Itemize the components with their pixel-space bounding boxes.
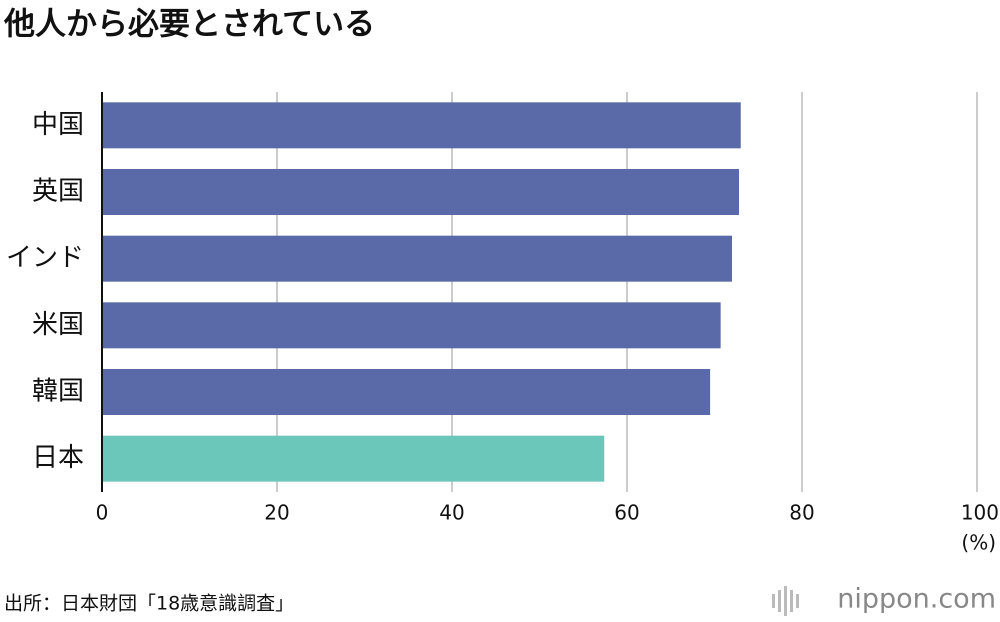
y-tick-label: インド <box>6 243 84 273</box>
y-tick-label: 韓国 <box>32 377 84 407</box>
logo-bar <box>772 594 775 608</box>
bar <box>102 369 711 415</box>
y-tick-label: 中国 <box>32 110 84 140</box>
bar <box>102 235 732 282</box>
y-tick-label: 米国 <box>32 310 84 340</box>
x-axis-unit: (%) <box>961 531 996 555</box>
bar <box>102 302 721 349</box>
x-tick-label: 20 <box>264 501 289 525</box>
logo-bar <box>778 590 781 612</box>
source: 出所：日本財団「18歳意識調査」 <box>4 593 294 615</box>
logo-bar <box>796 594 799 608</box>
bar <box>102 102 741 149</box>
logo-mark <box>772 586 799 616</box>
bar <box>102 435 605 482</box>
x-tick-label: 80 <box>789 501 814 525</box>
logo: nippon.com <box>837 584 996 615</box>
chart-title: 他人から必要とされている <box>3 7 375 43</box>
x-tick-label: 100 <box>961 501 999 525</box>
bar <box>102 169 739 215</box>
x-tick-label: 40 <box>439 501 464 525</box>
y-tick-label: 英国 <box>32 177 84 207</box>
x-tick-label: 60 <box>614 501 639 525</box>
logo-bar <box>790 590 793 612</box>
x-tick-label: 0 <box>96 501 109 525</box>
y-tick-label: 日本 <box>32 443 84 473</box>
logo-bar <box>784 586 787 616</box>
